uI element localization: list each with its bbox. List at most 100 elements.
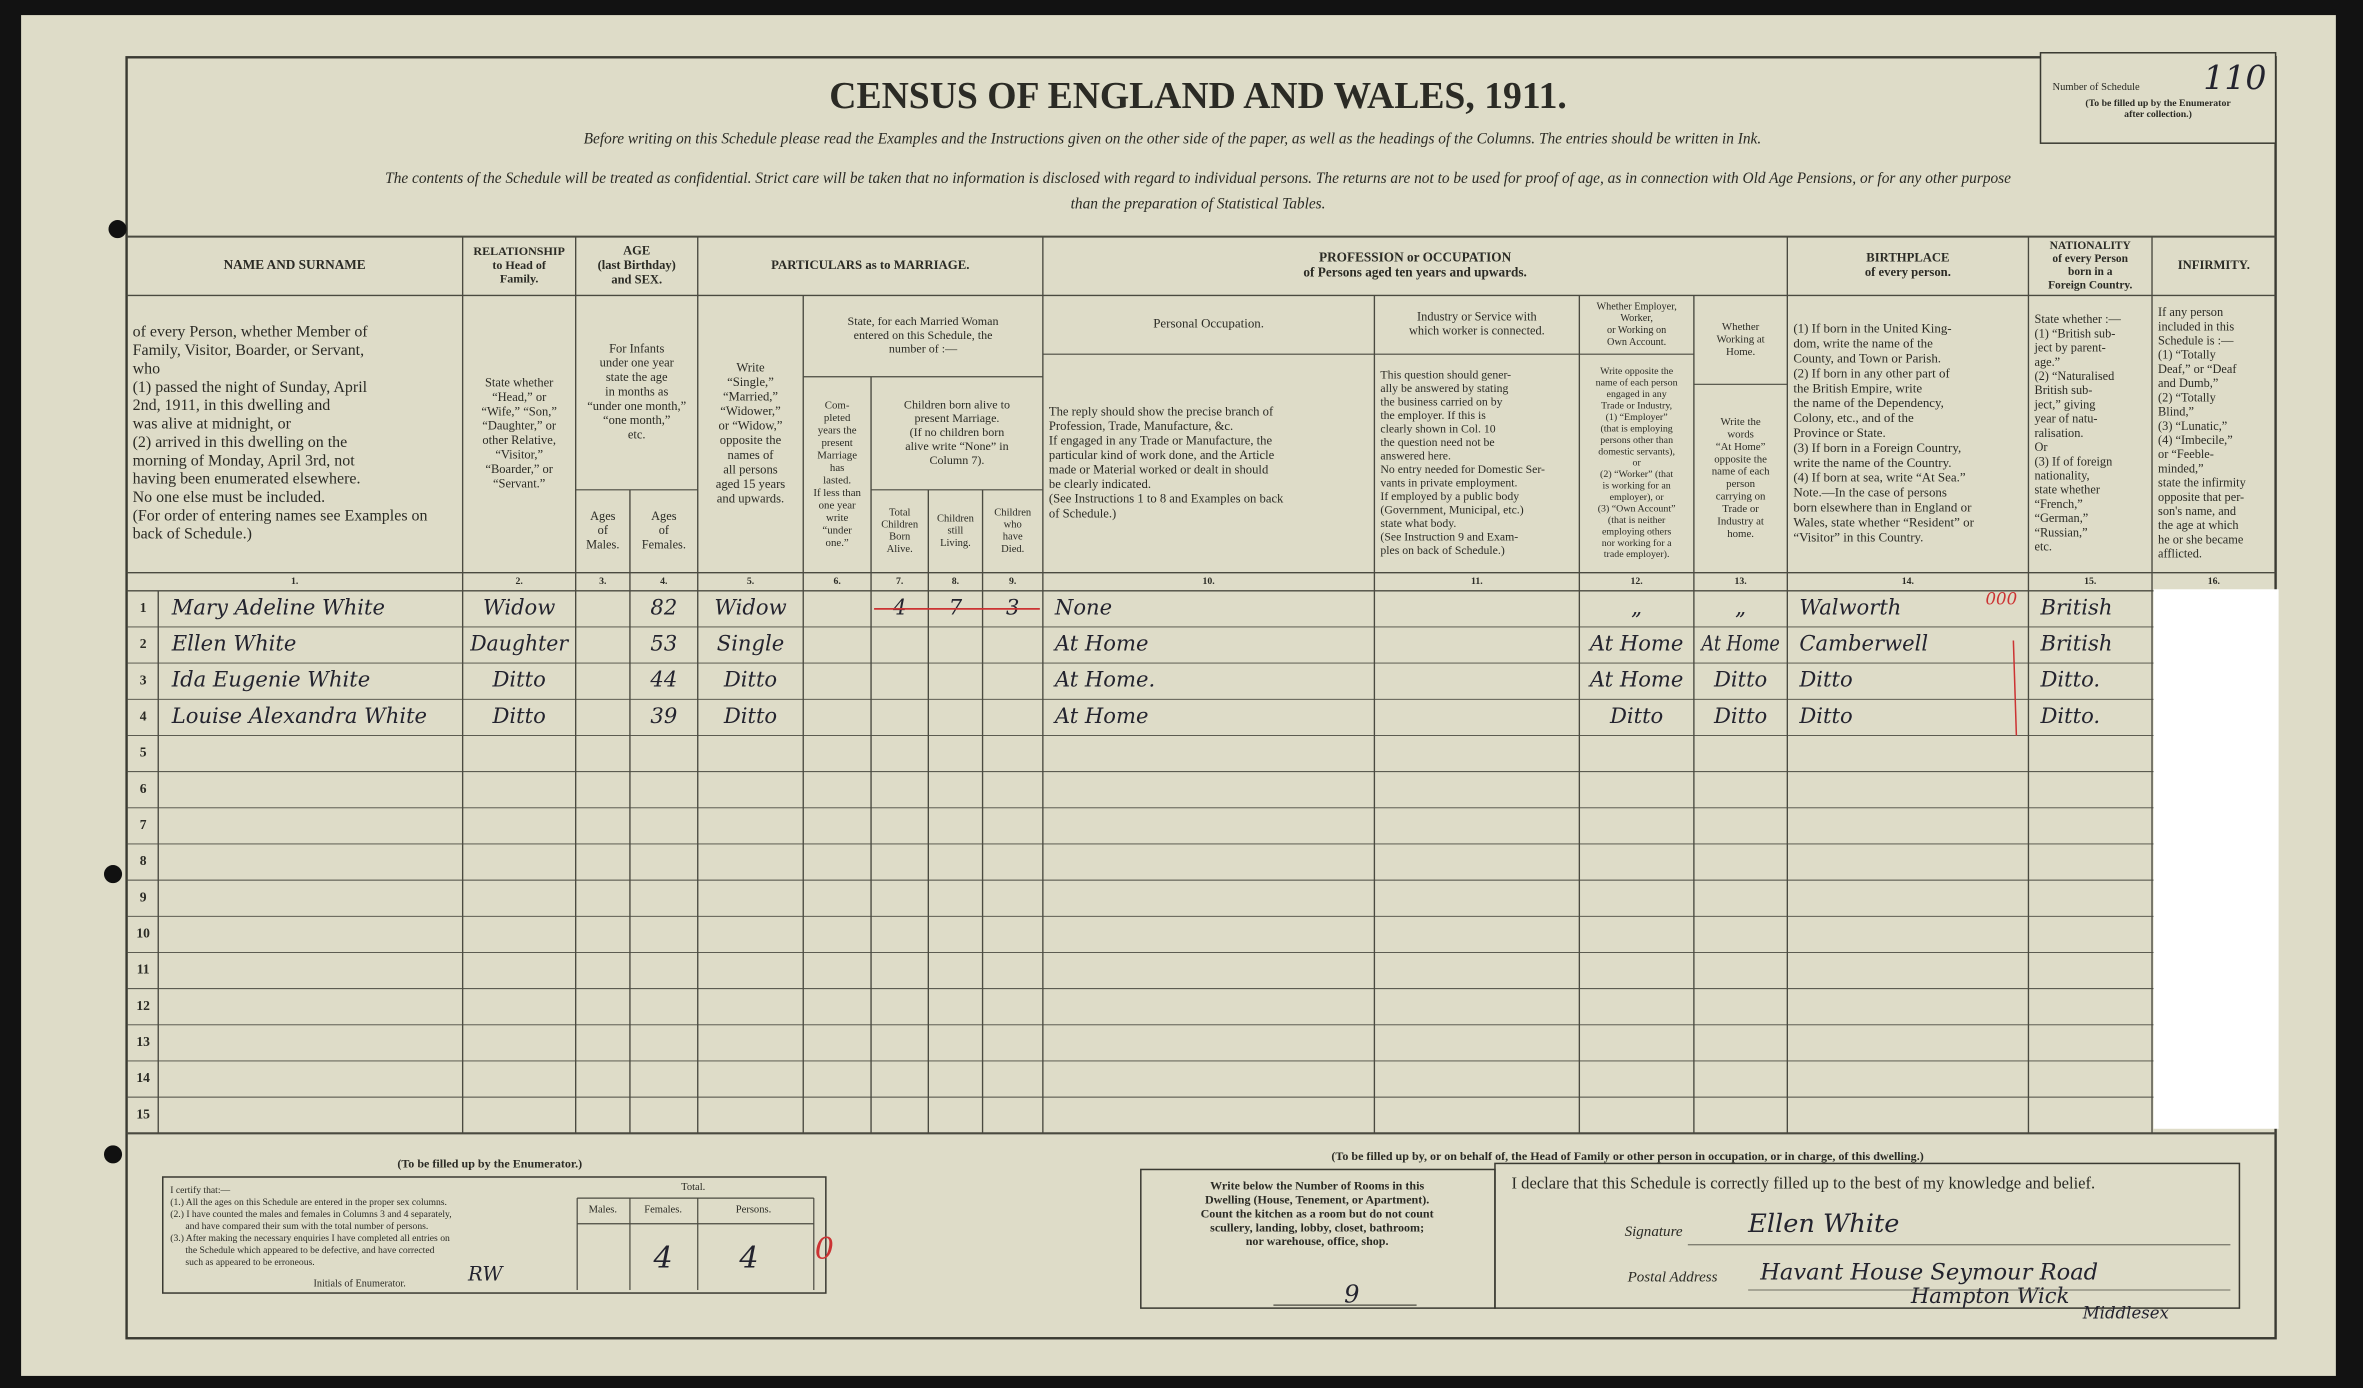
column-instructions: (1) passed the night of Sunday, April [133, 379, 368, 396]
group-heading: PARTICULARS as to MARRIAGE. [771, 258, 969, 272]
confidential: than the preparation of Statistical Tabl… [1071, 196, 1326, 213]
column-instructions: year of natu- [2034, 412, 2097, 426]
column-heading: Own Account. [1607, 337, 1666, 348]
column-instructions: and Dumb,” [2158, 376, 2218, 390]
intro: Before writing on this Schedule please r… [584, 131, 1762, 148]
column-instructions: “under [822, 524, 852, 536]
handwritten-entry: Ida Eugenie White [171, 667, 370, 692]
column-number: 15. [2084, 576, 2097, 587]
group-heading: “under one month,” [587, 399, 686, 413]
column-number: 7. [896, 576, 904, 587]
column-heading: Children [994, 507, 1032, 518]
column-instructions: one year [819, 499, 856, 511]
column-instructions: engaged in any [1607, 389, 1667, 400]
column-instructions: “Daughter,” or [482, 419, 557, 433]
handwritten-entry: 7 [949, 594, 963, 619]
certificate: the Schedule which appeared to be defect… [185, 1245, 434, 1256]
row-number: 13 [136, 1034, 150, 1049]
handwritten-entry: Ditto [492, 667, 546, 692]
column-heading: Home. [1726, 346, 1755, 358]
column-instructions: etc. [2034, 540, 2051, 554]
column-heading: Total [889, 507, 911, 518]
certificate: (3.) After making the necessary enquirie… [170, 1233, 450, 1244]
handwritten-entry: At Home [1700, 631, 1780, 656]
column-instructions: dom, write the name of the [1793, 336, 1933, 351]
column-instructions: all persons [723, 462, 777, 476]
column-instructions: (that is employing [1600, 423, 1672, 434]
handwritten-entry: At Home [1588, 631, 1684, 656]
column-instructions: Colony, etc., and of the [1793, 410, 1914, 425]
column-instructions: “Wife,” “Son,” [481, 404, 557, 418]
column-instructions: other Relative, [482, 433, 556, 447]
punch-hole [103, 1145, 123, 1164]
column-instructions: Family, Visitor, Boarder, or Servant, [133, 342, 365, 359]
declaration: I declare that this Schedule is correctl… [1512, 1173, 2096, 1192]
column-instructions: (4) If born at sea, write “At Sea.” [1793, 470, 1966, 485]
red-mark: 000 [1986, 589, 2018, 608]
row-number: 10 [136, 925, 150, 940]
schedule-label: Number of Schedule [2053, 82, 2140, 93]
handwritten-entry: Ditto [1609, 703, 1663, 728]
column-heading: Working at [1716, 333, 1764, 345]
column-number: 11. [1471, 576, 1483, 587]
group-heading: etc. [628, 428, 646, 442]
column-instructions: or “Widow,” [719, 419, 783, 433]
handwritten-entry: At Home [1053, 631, 1149, 656]
column-instructions: nationality, [2034, 469, 2089, 483]
column-instructions: State whether [485, 376, 554, 390]
group-heading: alive write “None” in [905, 439, 1008, 453]
group-heading: PROFESSION or OCCUPATION [1319, 249, 1512, 264]
handwritten-entry: Ditto [723, 667, 777, 692]
column-instructions: “Single,” [727, 375, 774, 389]
group-heading: State, for each Married Woman [848, 314, 999, 328]
row-number: 2 [140, 636, 147, 651]
column-instructions: Write [736, 360, 765, 374]
column-instructions: (2) “Worker” (that [1600, 469, 1673, 480]
signature: Ellen White [1747, 1209, 1899, 1239]
group-heading: Children born alive to [904, 397, 1010, 411]
column-heading: RELATIONSHIP [473, 244, 565, 258]
column-instructions: (For order of entering names see Example… [133, 507, 428, 524]
handwritten-entry: 82 [650, 594, 677, 619]
initials: RW [467, 1262, 504, 1285]
column-heading: Females. [642, 537, 686, 551]
rooms-instruction: Dwelling (House, Tenement, or Apartment)… [1205, 1193, 1429, 1207]
column-instructions: (1) “Totally [2158, 348, 2217, 362]
column-instructions: age.” [2034, 355, 2060, 369]
column-heading: which worker is connected. [1409, 324, 1545, 338]
paper [21, 15, 2336, 1376]
column-instructions: was alive at midnight, or [133, 416, 292, 433]
column-instructions: “Boarder,” or [485, 462, 553, 476]
handwritten-entry: None [1054, 594, 1112, 619]
handwritten-entry: Ditto [723, 703, 777, 728]
column-instructions: (1) “Employer” [1606, 412, 1668, 423]
column-instructions: ject,” giving [2033, 397, 2095, 411]
column-heading: Children [881, 520, 919, 531]
column-instructions: No one else must be included. [133, 489, 325, 506]
column-heading: of every Person [2052, 253, 2128, 265]
column-instructions: lasted. [823, 474, 851, 486]
group-heading: number of :— [889, 342, 958, 356]
column-heading: have [1003, 532, 1023, 543]
column-instructions: “Married,” [723, 390, 778, 404]
handwritten-entry: At Home [1588, 667, 1684, 692]
column-instructions: Trade or [1722, 503, 1759, 515]
schedule-note: (To be filled up by the Enumerator [2085, 98, 2231, 109]
address: Havant House Seymour Road [1759, 1259, 2098, 1285]
column-instructions: “Visitor” in this Country. [1793, 529, 1923, 544]
handwritten-entry: Ditto [1713, 703, 1767, 728]
column-heading: Worker, [1620, 313, 1653, 324]
column-instructions: who [133, 360, 161, 377]
red-mark: 0 [815, 1232, 834, 1267]
persons-total: 4 [738, 1241, 758, 1276]
column-instructions: years the [818, 425, 857, 437]
column-heading: Alive. [887, 544, 913, 555]
footer-note: (To be filled up by, or on behalf of, th… [1331, 1149, 1923, 1163]
column-instructions: minded,” [2158, 461, 2204, 475]
handwritten-entry: Louise Alexandra White [171, 703, 427, 728]
row-number: 4 [140, 708, 147, 723]
punch-hole [108, 220, 127, 239]
certificate: such as appeared to be erroneous. [185, 1257, 314, 1268]
